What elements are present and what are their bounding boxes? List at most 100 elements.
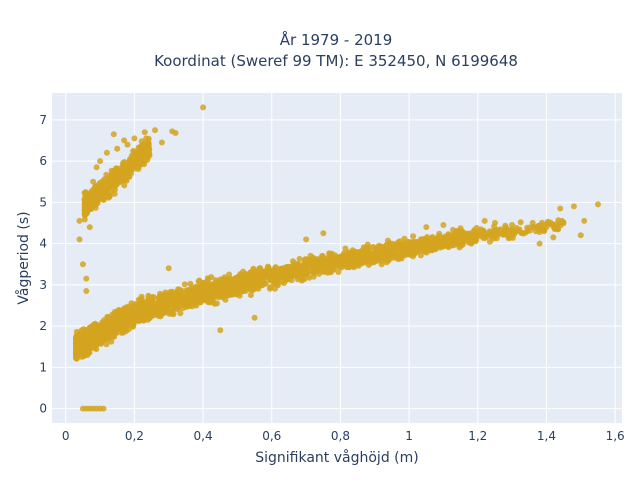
scatter-point: [361, 254, 368, 261]
scatter-point: [184, 287, 191, 294]
scatter-point: [180, 297, 187, 304]
scatter-point: [319, 253, 326, 260]
scatter-point: [458, 230, 465, 236]
scatter-point: [338, 264, 345, 271]
scatter-point: [282, 264, 289, 271]
y-tick-label: 2: [39, 319, 47, 333]
scatter-point: [129, 306, 136, 312]
scatter-point: [281, 270, 288, 277]
scatter-point: [222, 296, 229, 303]
scatter-point: [230, 278, 237, 285]
scatter-point: [138, 145, 145, 152]
scatter-point: [440, 222, 447, 228]
scatter-point: [557, 205, 564, 212]
scatter-point: [270, 268, 277, 275]
scatter-point: [215, 284, 222, 291]
chart-title-line1: År 1979 - 2019: [280, 30, 393, 49]
y-tick-label: 4: [39, 237, 47, 251]
scatter-point: [114, 145, 121, 152]
scatter-point: [420, 239, 427, 245]
scatter-point: [138, 308, 145, 315]
scatter-point: [257, 282, 264, 289]
scatter-point: [97, 158, 104, 165]
scatter-point: [543, 224, 550, 231]
scatter-point: [193, 302, 200, 309]
scatter-point: [189, 295, 196, 302]
scatter-point: [247, 292, 254, 299]
scatter-point: [491, 227, 497, 234]
scatter-point: [447, 233, 454, 240]
scatter-point: [103, 189, 110, 196]
scatter-point: [220, 281, 226, 288]
scatter-point: [251, 275, 258, 281]
scatter-point: [172, 130, 179, 136]
scatter-point: [79, 261, 86, 268]
scatter-point: [297, 270, 303, 277]
y-tick-label: 6: [39, 154, 47, 168]
scatter-point: [486, 238, 493, 245]
scatter-point: [326, 255, 333, 262]
scatter-point: [396, 255, 403, 261]
scatter-point: [554, 226, 561, 233]
scatter-point: [251, 314, 258, 321]
scatter-point: [303, 264, 310, 271]
scatter-point: [368, 256, 375, 263]
scatter-point: [108, 173, 114, 180]
scatter-point: [164, 294, 171, 301]
scatter-point: [493, 232, 500, 239]
scatter-point: [509, 234, 516, 241]
scatter-point: [193, 294, 200, 301]
scatter-point: [550, 234, 557, 241]
tick-labels: 0 0,2 0,4 0,6 0,8 1 1,2 1,4 1,6 0 1 2 3 4 5 6 7: [39, 113, 624, 443]
x-tick-label: 0,8: [331, 429, 350, 443]
scatter-point: [250, 267, 257, 274]
scatter-point: [226, 271, 233, 278]
scatter-point: [492, 219, 498, 226]
scatter-point: [99, 322, 106, 329]
scatter-point: [264, 263, 271, 270]
scatter-point: [134, 317, 141, 324]
scatter-point: [74, 334, 81, 341]
scatter-point: [91, 323, 98, 330]
scatter-point: [444, 239, 451, 246]
scatter-point: [536, 240, 543, 247]
scatter-point: [457, 225, 464, 232]
scatter-point: [272, 285, 278, 292]
scatter-point: [141, 129, 148, 136]
scatter-point: [83, 195, 90, 202]
scatter-point: [125, 161, 132, 168]
scatter-point: [373, 244, 380, 251]
scatter-point: [516, 228, 522, 235]
scatter-point: [324, 269, 331, 276]
scatter-point: [497, 226, 504, 233]
scatter-point: [155, 310, 162, 317]
scatter-point: [478, 230, 485, 236]
scatter-point: [75, 350, 82, 357]
scatter-point: [423, 224, 430, 231]
scatter-point: [517, 219, 524, 226]
scatter-point: [152, 127, 158, 134]
scatter-point: [311, 265, 317, 272]
scatter-point: [252, 280, 259, 287]
scatter-point: [145, 292, 152, 299]
scatter-point: [103, 176, 110, 183]
scatter-point: [529, 219, 536, 226]
scatter-point: [342, 257, 349, 263]
scatter-point: [271, 274, 278, 281]
scatter-point: [201, 287, 208, 294]
scatter-point: [121, 182, 128, 189]
x-tick-label: 0,6: [262, 429, 281, 443]
scatter-point: [111, 314, 118, 320]
scatter-point: [126, 314, 133, 321]
scatter-point: [342, 245, 349, 252]
scatter-point: [236, 274, 243, 281]
scatter-point: [90, 178, 97, 185]
chart-title-line2: Koordinat (Sweref 99 TM): E 352450, N 61…: [154, 52, 518, 70]
scatter-point: [292, 272, 299, 279]
scatter-point: [307, 261, 313, 267]
scatter-point: [121, 137, 128, 144]
scatter-point: [84, 352, 91, 359]
scatter-point: [130, 160, 137, 167]
scatter-point: [417, 252, 424, 259]
scatter-point: [412, 247, 419, 254]
